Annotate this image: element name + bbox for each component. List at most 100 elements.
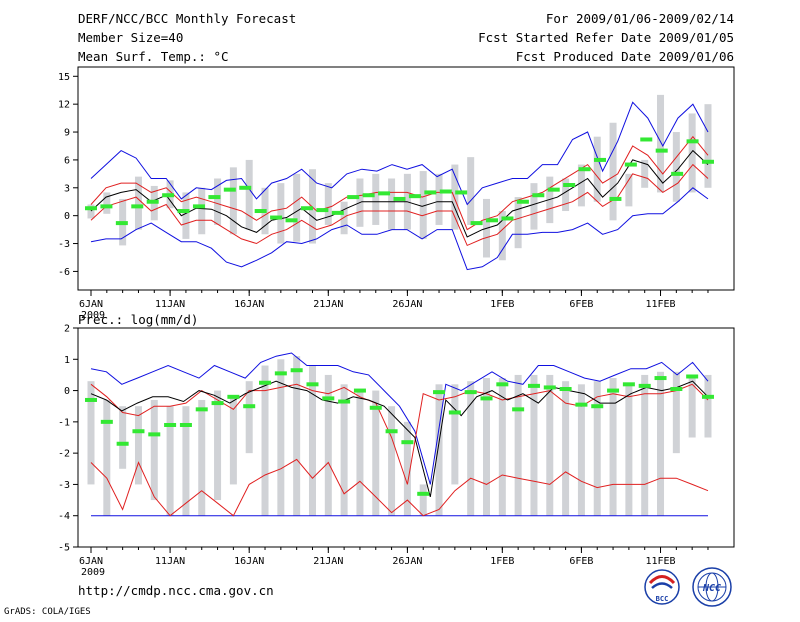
median-marker bbox=[331, 210, 344, 215]
source-url: http://cmdp.ncc.cma.gov.cn bbox=[78, 583, 274, 598]
median-marker bbox=[300, 206, 313, 211]
ensemble-box bbox=[657, 94, 665, 193]
y-tick-label: 0 bbox=[64, 211, 70, 222]
ensemble-box bbox=[435, 384, 443, 516]
x-tick-label: 1FEB bbox=[490, 556, 514, 567]
ensemble-box bbox=[419, 171, 427, 239]
median-marker bbox=[116, 441, 129, 446]
median-marker bbox=[192, 204, 205, 209]
y-tick-label: 2 bbox=[64, 324, 70, 335]
median-marker bbox=[227, 394, 240, 399]
plot-frame bbox=[77, 327, 735, 548]
ensemble-box bbox=[182, 406, 190, 516]
x-tick-label: 11FEB bbox=[645, 556, 675, 567]
median-marker bbox=[274, 371, 287, 376]
ensemble-box bbox=[356, 390, 364, 516]
ensemble-box bbox=[625, 384, 633, 516]
median-marker bbox=[594, 157, 607, 162]
median-marker bbox=[448, 410, 461, 415]
x-tick-label: 11FEB bbox=[645, 299, 675, 310]
ensemble-box bbox=[372, 390, 380, 516]
median-marker bbox=[85, 206, 97, 211]
bcc-logo: BCC bbox=[644, 569, 680, 605]
median-marker bbox=[353, 388, 366, 393]
ensemble-box bbox=[609, 378, 617, 516]
median-marker bbox=[316, 208, 329, 213]
median-marker bbox=[622, 382, 635, 387]
median-marker bbox=[417, 491, 430, 496]
ensemble-box bbox=[435, 173, 443, 225]
median-marker bbox=[164, 422, 177, 427]
median-marker bbox=[486, 218, 499, 223]
x-tick-label: 6JAN bbox=[79, 556, 103, 567]
median-marker bbox=[85, 397, 97, 402]
ensemble-box bbox=[388, 406, 396, 516]
y-tick-label: -2 bbox=[58, 449, 70, 460]
y-tick-label: 0 bbox=[64, 386, 70, 397]
median-marker bbox=[638, 383, 651, 388]
ensemble-box bbox=[214, 178, 222, 225]
x-tick-label: 1FEB bbox=[490, 299, 514, 310]
x-tick-label: 26JAN bbox=[392, 556, 422, 567]
median-marker bbox=[148, 432, 161, 437]
ensemble-box bbox=[704, 374, 712, 438]
y-tick-label: 9 bbox=[64, 128, 70, 139]
median-marker bbox=[559, 387, 572, 392]
median-marker bbox=[146, 199, 159, 204]
ensemble-box bbox=[134, 406, 142, 485]
median-marker bbox=[290, 368, 303, 373]
median-marker bbox=[480, 396, 493, 401]
ensemble-box bbox=[245, 159, 253, 230]
outer-upper-line bbox=[90, 101, 709, 206]
ensemble-box bbox=[577, 384, 585, 516]
median-marker bbox=[208, 195, 221, 200]
median-marker bbox=[701, 394, 714, 399]
ensemble-box bbox=[388, 178, 396, 230]
ensemble-box bbox=[609, 122, 617, 221]
ensemble-box bbox=[277, 183, 285, 244]
grads-credit: GrADS: COLA/IGES bbox=[4, 607, 91, 617]
x-tick-label: 6JAN bbox=[79, 299, 103, 310]
median-marker bbox=[115, 221, 128, 226]
median-marker bbox=[338, 399, 351, 404]
median-marker bbox=[686, 374, 699, 379]
y-tick-label: 6 bbox=[64, 155, 70, 166]
y-tick-label: -1 bbox=[58, 417, 70, 428]
ensemble-box bbox=[451, 384, 459, 485]
y-tick-label: -4 bbox=[58, 511, 70, 522]
forecast-period: For 2009/01/06-2009/02/14 bbox=[546, 11, 734, 26]
plot-frame bbox=[77, 66, 735, 291]
median-marker bbox=[686, 139, 699, 144]
ensemble-box bbox=[451, 164, 459, 230]
ensemble-box bbox=[498, 378, 506, 516]
ensemble-box bbox=[198, 187, 206, 235]
ensemble-mean-line bbox=[90, 149, 709, 238]
median-marker bbox=[655, 148, 668, 153]
ensemble-box bbox=[214, 390, 222, 501]
ncc-logo-text: NCC bbox=[702, 583, 721, 594]
median-marker bbox=[654, 376, 667, 381]
ensemble-box bbox=[704, 104, 712, 188]
median-marker bbox=[177, 209, 190, 214]
ensemble-box bbox=[593, 381, 601, 516]
median-marker bbox=[131, 204, 144, 209]
median-marker bbox=[239, 185, 252, 190]
median-marker bbox=[259, 380, 272, 385]
ensemble-box bbox=[340, 201, 348, 235]
median-marker bbox=[701, 159, 714, 164]
median-marker bbox=[563, 183, 576, 188]
ensemble-box bbox=[166, 406, 174, 516]
ensemble-box bbox=[87, 381, 95, 485]
median-marker bbox=[470, 221, 483, 226]
median-marker bbox=[306, 382, 319, 387]
ensemble-box bbox=[530, 374, 538, 516]
y-tick-label: -5 bbox=[58, 543, 70, 554]
median-marker bbox=[385, 429, 398, 434]
ensemble-box bbox=[293, 173, 301, 242]
ensemble-box bbox=[562, 381, 570, 516]
ensemble-box bbox=[340, 384, 348, 516]
ensemble-box bbox=[134, 176, 142, 230]
median-marker bbox=[512, 407, 525, 412]
ncc-logo: NCC bbox=[692, 567, 732, 607]
median-marker bbox=[501, 216, 514, 221]
